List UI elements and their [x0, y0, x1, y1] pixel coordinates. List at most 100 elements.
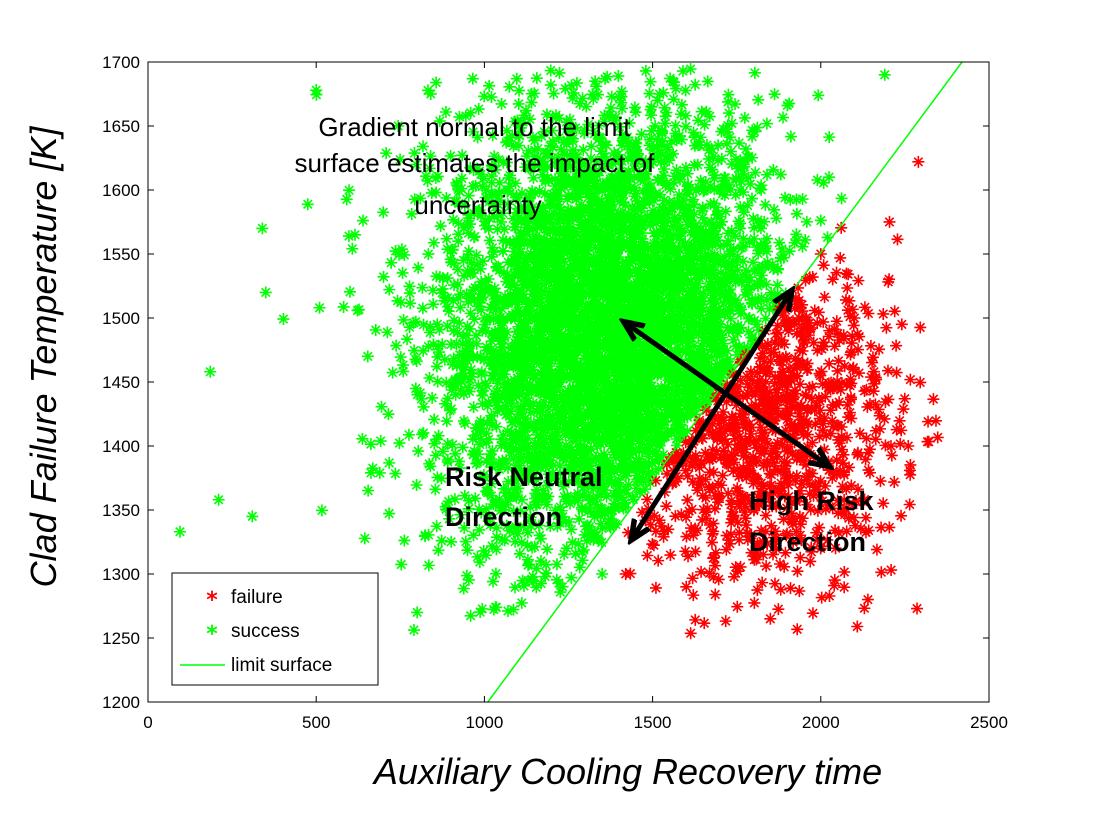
success-point-1457: [429, 483, 442, 496]
success-point-2330: [582, 256, 595, 269]
success-point-4247: [513, 129, 526, 142]
success-point-3237: [537, 161, 550, 174]
failure-point-383: [814, 542, 827, 555]
success-point-4151: [712, 154, 725, 167]
success-point-1387: [710, 228, 723, 241]
success-point-3978: [465, 370, 478, 383]
success-point-4335: [591, 169, 604, 182]
success-point-3622: [533, 184, 546, 197]
success-point-3556: [817, 176, 830, 189]
success-point-3738: [578, 127, 591, 140]
success-point-2361: [679, 109, 692, 122]
success-point-3658: [633, 270, 646, 283]
success-point-243: [589, 155, 602, 168]
success-point-3843: [417, 344, 430, 357]
success-point-4243: [557, 302, 570, 315]
success-point-3750: [574, 291, 587, 304]
success-point-4145: [534, 257, 547, 270]
success-point-4447: [529, 487, 542, 500]
success-point-3414: [470, 457, 483, 470]
success-point-2491: [716, 255, 729, 268]
success-point-1846: [624, 213, 637, 226]
success-point-4490: [558, 136, 571, 149]
success-point-2220: [502, 475, 515, 488]
success-point-4499: [616, 310, 629, 323]
success-point-1711: [719, 271, 732, 284]
success-point-2311: [463, 339, 476, 352]
success-point-391: [538, 125, 551, 138]
success-point-3621: [604, 332, 617, 345]
success-point-4456: [455, 375, 468, 388]
success-point-3799: [571, 254, 584, 267]
success-point-3248: [553, 201, 566, 214]
success-point-4233: [686, 254, 699, 267]
success-point-1066: [510, 72, 523, 85]
success-point-1561: [457, 582, 470, 595]
success-point-1886: [485, 489, 498, 502]
success-point-4159: [519, 326, 532, 339]
success-point-1437: [394, 351, 407, 364]
success-point-4137: [547, 221, 560, 234]
success-point-3038: [748, 265, 761, 278]
success-point-2976: [501, 425, 514, 438]
success-point-1974: [408, 344, 421, 357]
failure-point-386: [845, 377, 858, 390]
success-point-173: [301, 198, 314, 211]
success-point-4055: [609, 183, 622, 196]
success-point-3644: [784, 193, 797, 206]
success-point-1704: [658, 155, 671, 168]
success-point-1245: [573, 467, 586, 480]
success-point-3332: [475, 506, 488, 519]
failure-point-16: [795, 534, 808, 547]
success-point-3133: [434, 220, 447, 233]
success-point-3862: [698, 263, 711, 276]
success-point-226: [543, 474, 556, 487]
success-point-2600: [513, 84, 526, 97]
success-point-4489: [534, 386, 547, 399]
success-point-2455: [667, 220, 680, 233]
success-point-712: [447, 294, 460, 307]
success-point-3708: [573, 187, 586, 200]
success-point-4215: [528, 134, 541, 147]
success-point-660: [480, 549, 493, 562]
success-point-4382: [590, 338, 603, 351]
success-point-4469: [489, 325, 502, 338]
success-point-2700: [478, 219, 491, 232]
success-point-3935: [494, 311, 507, 324]
failure-point-379: [895, 318, 908, 331]
success-point-2444: [441, 453, 454, 466]
success-point-4320: [594, 481, 607, 494]
success-point-3277: [551, 195, 564, 208]
success-point-3082: [704, 198, 717, 211]
success-point-4351: [565, 79, 578, 92]
success-point-2137: [700, 139, 713, 152]
success-point-4334: [573, 561, 586, 574]
success-point-1163: [751, 121, 764, 134]
failure-point-122: [835, 221, 848, 234]
success-point-1581: [575, 198, 588, 211]
success-point-3695: [591, 491, 604, 504]
success-point-599: [497, 482, 510, 495]
success-point-1858: [613, 173, 626, 186]
success-point-2486: [487, 330, 500, 343]
success-point-3042: [421, 174, 434, 187]
success-point-4422: [500, 399, 513, 412]
success-point-1741: [540, 390, 553, 403]
success-point-2924: [364, 438, 377, 451]
success-point-4089: [556, 237, 569, 250]
success-point-2192: [567, 144, 580, 157]
success-point-493: [530, 72, 543, 85]
success-point-1091: [508, 245, 521, 258]
success-point-3617: [521, 211, 534, 224]
success-point-4219: [523, 378, 536, 391]
success-point-3980: [591, 88, 604, 101]
success-point-4317: [688, 245, 701, 258]
success-point-4165: [613, 195, 626, 208]
success-point-3920: [456, 330, 469, 343]
success-point-3710: [569, 345, 582, 358]
success-point-3129: [525, 96, 538, 109]
success-point-2665: [720, 137, 733, 150]
success-point-3991: [544, 252, 557, 265]
success-point-2254: [821, 231, 834, 244]
success-point-4117: [609, 309, 622, 322]
